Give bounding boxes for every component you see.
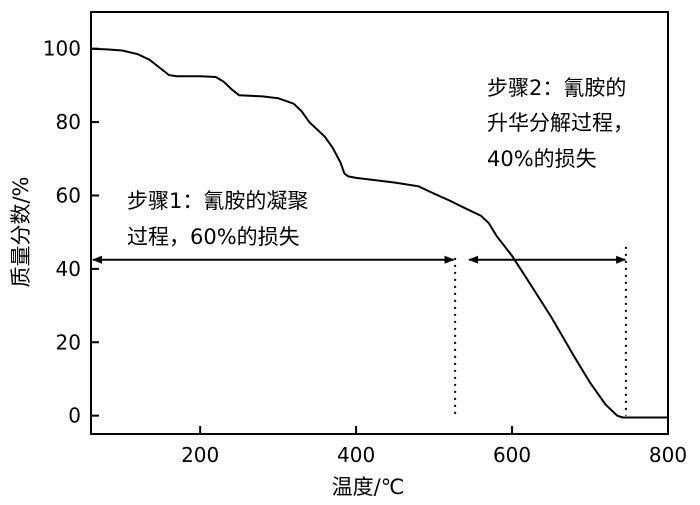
step2-annotation-line1: 步骤2：氰胺的 xyxy=(487,76,626,100)
y-tick-label: 0 xyxy=(68,404,81,428)
y-axis-ticks: 0 20 40 60 80 100 xyxy=(43,37,99,428)
y-tick-label: 40 xyxy=(56,257,81,281)
step2-annotation-line3: 40%的损失 xyxy=(487,147,597,171)
x-tick-label: 600 xyxy=(493,443,531,467)
y-tick-label: 60 xyxy=(56,183,81,207)
y-tick-label: 100 xyxy=(43,37,81,61)
x-axis-title: 温度/℃ xyxy=(332,475,405,499)
step1-annotation-line1: 步骤1：氰胺的凝聚 xyxy=(127,189,308,213)
x-tick-label: 400 xyxy=(337,443,375,467)
x-tick-label: 200 xyxy=(181,443,219,467)
plot-frame xyxy=(90,11,669,435)
x-tick-label: 800 xyxy=(649,443,687,467)
y-tick-label: 20 xyxy=(56,330,81,354)
step2-annotation-line2: 升华分解过程， xyxy=(487,111,634,135)
y-axis-title: 质量分数/% xyxy=(9,176,33,287)
y-tick-label: 80 xyxy=(56,110,81,134)
x-axis-ticks: 200 400 600 800 xyxy=(181,426,687,467)
mass-fraction-curve xyxy=(90,47,668,419)
step1-annotation-line2: 过程，60%的损失 xyxy=(127,225,300,249)
